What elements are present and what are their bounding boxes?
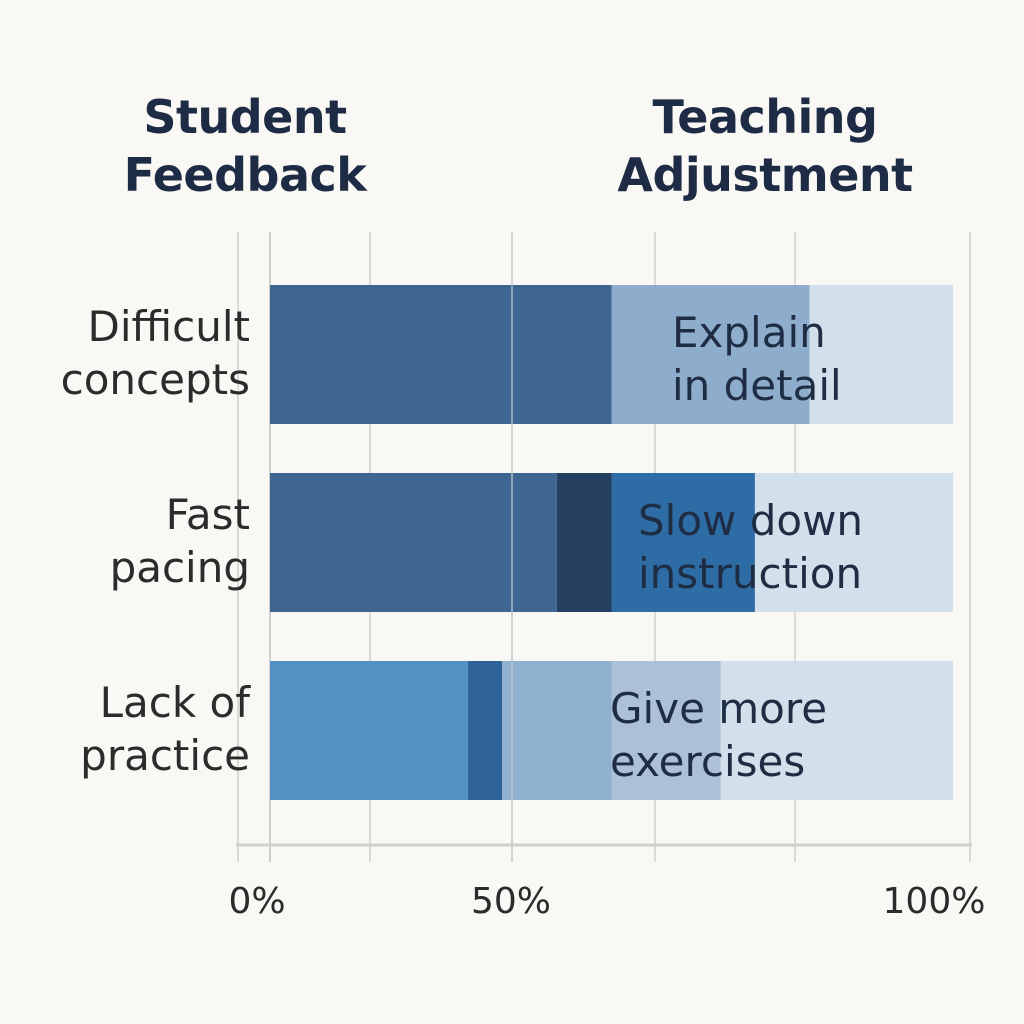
adjustment-label-0-line-1: in detail — [672, 361, 842, 410]
category-label-1-line-0: Fast — [166, 490, 250, 539]
bar-1-segment-2 — [611, 473, 755, 612]
feedback-header-line-1: Student — [143, 90, 347, 144]
category-label-2-line-0: Lack of — [100, 678, 252, 727]
adjustment-header-line-1: Teaching — [652, 90, 878, 144]
bar-0-segment-2 — [809, 285, 953, 424]
bar-1-segment-3 — [754, 473, 953, 612]
adjustment-label-1-line-1: instruction — [638, 549, 862, 598]
adjustment-header: Teaching Adjustment — [590, 88, 940, 204]
category-label-0-line-0: Difficult — [88, 302, 250, 351]
adjustment-label-2-line-1: exercises — [610, 737, 805, 786]
feedback-header-line-2: Feedback — [123, 148, 367, 202]
adjustment-label-1-line-0: Slow down — [638, 496, 863, 545]
adjustment-label-0-line-0: Explain — [672, 308, 826, 357]
x-tick-label-0: 0% — [228, 881, 285, 922]
x-tick-label-2: 100% — [883, 881, 986, 922]
category-label-0-line-1: concepts — [61, 355, 250, 404]
bar-2-segment-1 — [468, 661, 503, 800]
category-label-2-line-1: practice — [80, 731, 250, 780]
adjustment-header-line-2: Adjustment — [617, 148, 913, 202]
category-label-1-line-1: pacing — [110, 543, 250, 592]
bar-1-segment-1 — [556, 473, 612, 612]
feedback-header: Student Feedback — [110, 88, 380, 204]
bar-0-segment-0 — [270, 285, 612, 424]
bar-2-segment-4 — [720, 661, 953, 800]
bar-1-segment-0 — [270, 473, 557, 612]
adjustment-label-2-line-0: Give more — [610, 684, 827, 733]
bar-2-segment-3 — [611, 661, 721, 800]
bar-2-segment-2 — [502, 661, 612, 800]
x-tick-label-1: 50% — [471, 881, 551, 922]
bar-2-segment-0 — [270, 661, 469, 800]
bar-0-segment-1 — [611, 285, 810, 424]
